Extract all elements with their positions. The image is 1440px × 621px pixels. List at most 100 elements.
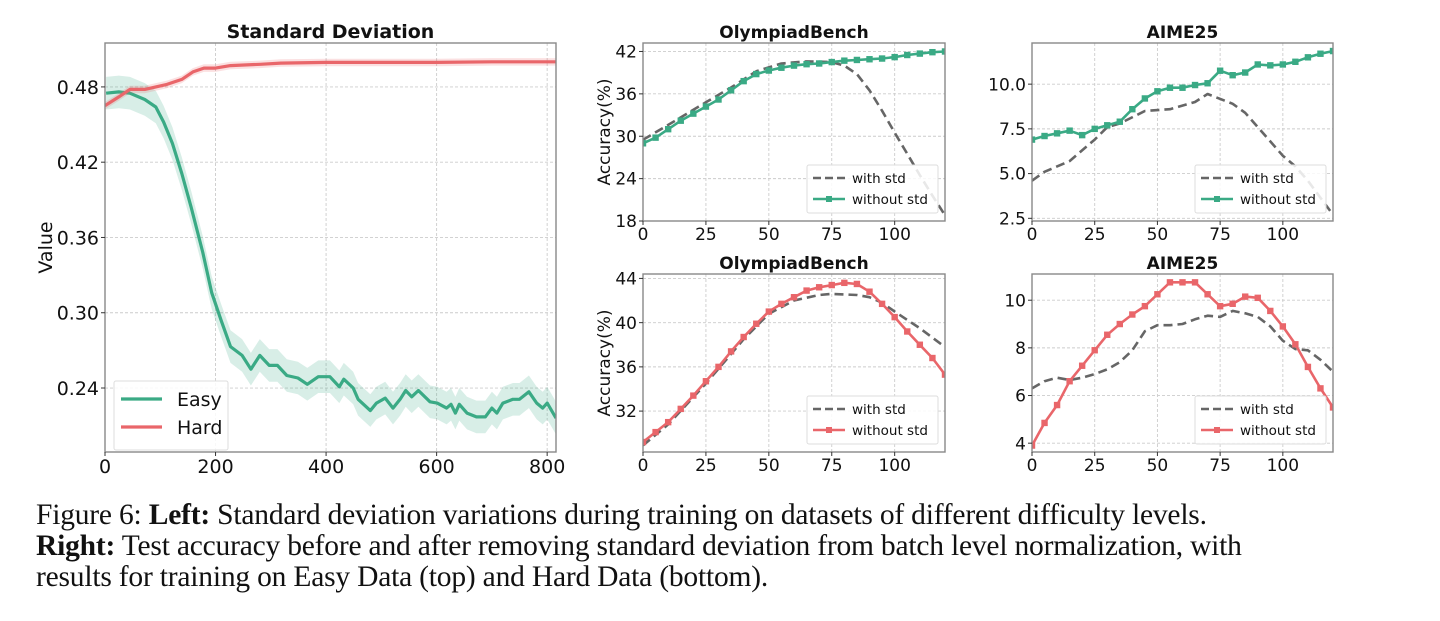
chart-title: AIME25 [1147, 23, 1219, 43]
y-tick-label: 6 [1015, 387, 1026, 407]
caption-right-text-1: Test accuracy before and after removing … [121, 530, 1242, 562]
legend-label: Easy [177, 389, 222, 411]
data-point-marker [1329, 404, 1333, 411]
data-point-marker [891, 313, 898, 321]
data-point-marker [929, 354, 936, 362]
data-point-marker [1032, 442, 1036, 449]
data-point-marker [853, 280, 861, 288]
y-tick-label: 18 [615, 212, 637, 232]
legend-label: without std [1240, 423, 1316, 439]
data-point-marker [1078, 131, 1086, 139]
x-tick-label: 25 [1084, 456, 1106, 476]
x-tick-label: 25 [1084, 225, 1106, 245]
data-point-marker [1242, 69, 1249, 76]
data-point-marker [1292, 58, 1299, 65]
legend-label: without std [852, 423, 928, 439]
y-tick-label: 32 [615, 402, 637, 422]
data-point-marker [643, 438, 647, 446]
data-point-marker [916, 341, 924, 348]
y-tick-label: 30 [615, 127, 637, 147]
x-tick-label: 200 [197, 456, 233, 478]
series-line-hard [105, 60, 556, 108]
x-tick-label: 100 [878, 225, 910, 245]
data-point-marker [1154, 88, 1161, 95]
data-point-marker [1304, 54, 1312, 61]
data-point-marker [1091, 125, 1098, 133]
data-point-marker [1229, 72, 1236, 79]
plot-area [105, 58, 556, 435]
data-point-marker [1229, 300, 1236, 307]
data-point-marker [1104, 331, 1111, 338]
data-point-marker [841, 279, 848, 287]
data-point-marker [878, 300, 886, 308]
chart-aime_hard: 0 25 50 75 100 4 6 8 10 AIME25 with std without std [1004, 254, 1334, 476]
x-tick-label: 0 [99, 456, 111, 478]
data-point-marker [1216, 302, 1224, 310]
series-line-easy [105, 90, 556, 419]
data-point-marker [1041, 419, 1048, 427]
x-tick-label: 50 [758, 456, 780, 476]
data-point-marker [853, 56, 861, 64]
data-point-marker [941, 371, 945, 378]
caption-line-1: Figure 6: Left: Standard deviation varia… [36, 500, 1416, 531]
y-tick-label: 0.36 [57, 227, 99, 249]
data-point-marker [652, 134, 659, 141]
data-point-marker [841, 57, 848, 64]
data-point-marker [828, 281, 835, 289]
data-point-marker [702, 103, 710, 110]
data-point-marker [778, 300, 785, 308]
x-tick-label: 0 [638, 456, 649, 476]
data-point-marker [1279, 323, 1287, 330]
x-tick-label: 0 [1027, 456, 1038, 476]
series-line-with-std [1032, 309, 1333, 390]
legend-label: with std [1240, 402, 1294, 418]
data-point-marker [1317, 385, 1324, 392]
chart-title: OlympiadBench [719, 23, 868, 43]
data-point-marker [664, 418, 672, 426]
x-tick-label: 25 [695, 456, 717, 476]
data-point-marker [1166, 279, 1174, 286]
data-point-marker [1066, 378, 1073, 385]
plot-area [1032, 47, 1333, 216]
axes-frame [104, 42, 557, 453]
data-point-marker [1141, 302, 1149, 310]
y-tick-label: 24 [615, 170, 637, 190]
legend-label: without std [1240, 192, 1316, 208]
data-point-marker [1066, 127, 1073, 134]
x-tick-label: 75 [1209, 225, 1231, 245]
plot-area [643, 48, 945, 217]
legend-marker [826, 427, 832, 433]
series-line-without-std [1032, 49, 1333, 141]
y-tick-label: 42 [615, 43, 637, 63]
data-point-marker [1091, 347, 1098, 354]
y-tick-label: 36 [615, 85, 637, 105]
x-tick-label: 100 [1267, 456, 1299, 476]
data-point-marker [1204, 291, 1211, 298]
y-axis-label: Value [35, 221, 57, 273]
y-tick-label: 7.5 [999, 120, 1026, 140]
figure: 0 200 400 600 8000.240.300.360.420.48Standar… [35, 21, 1334, 478]
data-point-marker [891, 53, 898, 61]
data-point-marker [1116, 118, 1123, 125]
y-tick-label: 0.24 [57, 378, 99, 400]
caption-left-label: Left: [148, 499, 210, 531]
caption-line-3: results for training on Easy Data (top) … [36, 562, 1416, 593]
data-point-marker [753, 320, 760, 327]
caption-right-label: Right: [36, 530, 116, 562]
data-point-marker [677, 405, 684, 413]
x-tick-label: 400 [308, 456, 344, 478]
data-point-marker [1317, 50, 1324, 57]
data-point-marker [828, 58, 835, 66]
x-tick-label: 600 [418, 456, 454, 478]
data-point-marker [1179, 84, 1186, 91]
data-point-marker [765, 308, 773, 315]
y-tick-label: 10.0 [988, 75, 1026, 95]
data-point-marker [1053, 130, 1061, 137]
plot-area [1032, 279, 1333, 449]
data-point-marker [1141, 95, 1149, 102]
plot-area [643, 279, 945, 447]
data-point-marker [1078, 362, 1086, 369]
figure-caption: Figure 6: Left: Standard deviation varia… [36, 500, 1416, 593]
data-point-marker [1041, 132, 1048, 140]
data-point-marker [1267, 307, 1274, 315]
